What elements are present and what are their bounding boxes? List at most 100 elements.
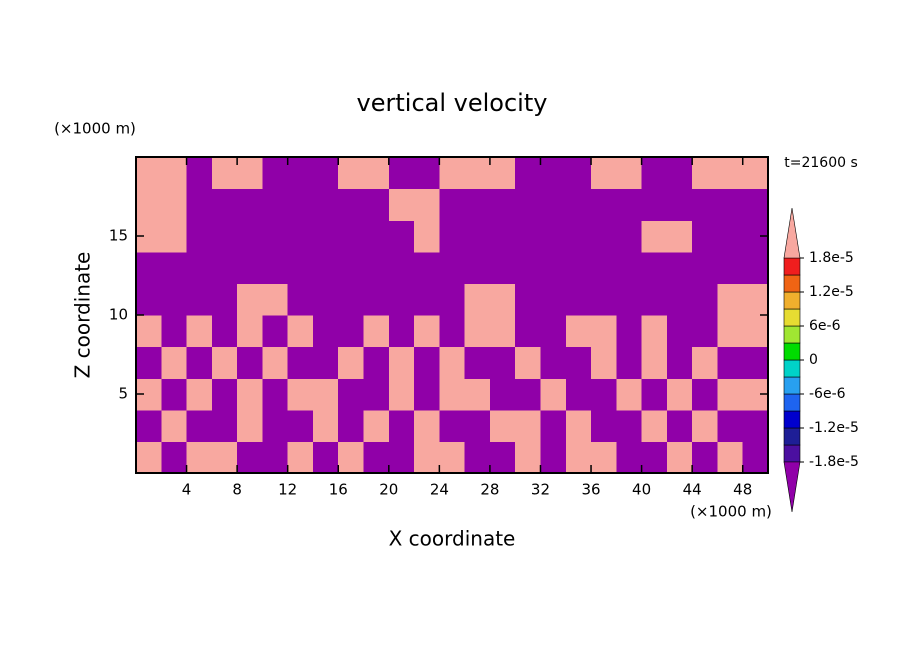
field-cell <box>237 441 263 474</box>
field-cell <box>388 409 415 442</box>
field-cell <box>312 251 339 284</box>
field-cell <box>540 346 567 379</box>
x-tick-label: 32 <box>531 481 550 499</box>
field-cell <box>591 409 617 442</box>
field-cell <box>287 409 314 442</box>
field-cell <box>717 441 744 474</box>
colorbar-label: 1.2e-5 <box>809 284 854 300</box>
field-cell <box>540 378 567 411</box>
field-cell <box>237 409 263 442</box>
field-cell <box>565 441 592 474</box>
field-cell <box>237 315 263 348</box>
field-cell <box>540 251 567 284</box>
field-cell <box>591 346 617 379</box>
field-cell <box>211 283 238 316</box>
field-cell <box>211 441 238 474</box>
field-cell <box>161 409 188 442</box>
colorbar-box <box>783 308 801 327</box>
field-cell <box>692 251 719 284</box>
field-cell <box>692 220 719 253</box>
field-cell <box>515 378 542 411</box>
field-cell <box>414 441 440 474</box>
field-cell <box>742 441 769 474</box>
field-cell <box>211 409 238 442</box>
field-cell <box>692 409 719 442</box>
field-cell <box>161 283 188 316</box>
field-cell <box>515 251 542 284</box>
field-cell <box>363 220 390 253</box>
x-tick-label: 40 <box>632 481 651 499</box>
colorbar-box <box>783 427 801 446</box>
field-cell <box>641 283 668 316</box>
field-cell <box>414 188 440 221</box>
field-cell <box>439 157 466 190</box>
field-cell <box>312 378 339 411</box>
field-cell <box>338 378 365 411</box>
field-cell <box>666 346 693 379</box>
y-tick-label: 15 <box>109 227 128 245</box>
colorbar-label: 6e-6 <box>809 318 841 334</box>
field-cell <box>742 251 769 284</box>
field-cell <box>464 409 491 442</box>
field-cell <box>262 378 289 411</box>
field-cell <box>439 441 466 474</box>
field-cell <box>464 378 491 411</box>
x-tick-label: 4 <box>182 481 192 499</box>
field-cell <box>211 378 238 411</box>
field-cell <box>616 220 643 253</box>
field-cell <box>262 315 289 348</box>
field-cell <box>262 157 289 190</box>
field-cell <box>489 251 516 284</box>
field-cell <box>237 346 263 379</box>
x-tick-label: 36 <box>581 481 600 499</box>
x-tick-label: 28 <box>480 481 499 499</box>
field-cell <box>464 283 491 316</box>
field-cell <box>363 157 390 190</box>
field-cell <box>666 251 693 284</box>
x-unit: (×1000 m) <box>690 503 772 521</box>
field-cell <box>464 346 491 379</box>
field-cell <box>565 188 592 221</box>
field-cell <box>414 378 440 411</box>
field-cell <box>666 315 693 348</box>
field-cell <box>742 315 769 348</box>
field-cell <box>262 188 289 221</box>
field-cell <box>439 315 466 348</box>
field-cell <box>692 346 719 379</box>
field-cell <box>565 346 592 379</box>
x-tick-label: 20 <box>379 481 398 499</box>
field-cell <box>616 283 643 316</box>
field-cell <box>388 251 415 284</box>
field-cell <box>489 346 516 379</box>
field-cell <box>616 315 643 348</box>
field-cell <box>515 346 542 379</box>
x-tick-label: 48 <box>733 481 752 499</box>
field-cell <box>312 409 339 442</box>
field-cell <box>641 346 668 379</box>
field-cell <box>692 315 719 348</box>
field-cell <box>489 220 516 253</box>
field-cell <box>363 251 390 284</box>
field-cell <box>641 157 668 190</box>
colorbar-box <box>783 291 801 310</box>
field-cell <box>338 409 365 442</box>
field-cell <box>186 251 213 284</box>
field-cell <box>312 188 339 221</box>
field-cell <box>287 251 314 284</box>
colorbar-extend-top <box>783 207 801 259</box>
field-cell <box>262 409 289 442</box>
field-cell <box>287 220 314 253</box>
y-unit: (×1000 m) <box>54 120 136 138</box>
field-cell <box>237 220 263 253</box>
field-cell <box>616 441 643 474</box>
colorbar-box <box>783 257 801 276</box>
field-cell <box>388 346 415 379</box>
colorbar-box <box>783 444 801 463</box>
field-cell <box>464 188 491 221</box>
field-cell <box>489 188 516 221</box>
field-cell <box>414 251 440 284</box>
field-cell <box>666 220 693 253</box>
field-cell <box>439 220 466 253</box>
field-cell <box>186 220 213 253</box>
